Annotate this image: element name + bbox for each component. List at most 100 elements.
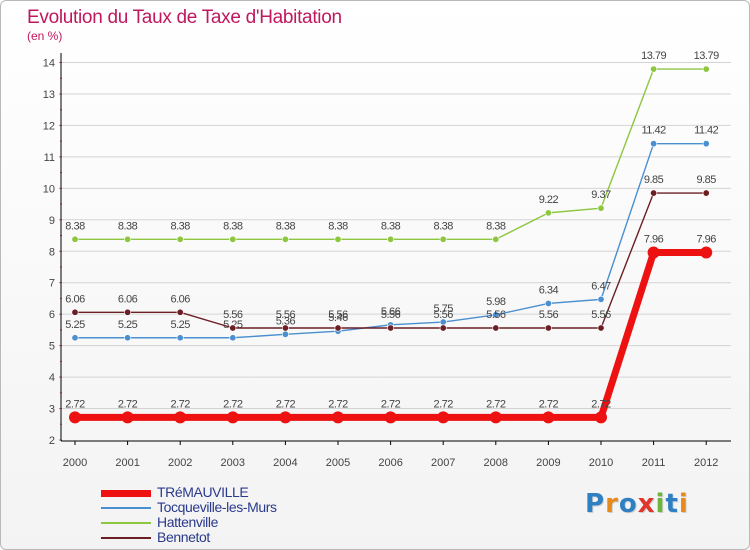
data-label: 11.42 [694,125,719,137]
legend-item: Bennetot [101,530,277,545]
x-tick-label: 2005 [326,457,350,469]
chart-title: Evolution du Taux de Taxe d'Habitation [27,7,342,28]
chart-subtitle: (en %) [27,29,63,43]
legend-swatch [101,489,151,497]
data-label: 2.72 [381,398,401,410]
data-point [281,324,289,332]
x-tick-label: 2010 [589,457,613,469]
data-point [229,334,237,342]
data-label: 8.38 [65,220,85,232]
data-point [597,324,605,332]
data-label: 6.06 [170,293,190,305]
x-tick-label: 2002 [168,457,192,469]
legend-swatch [101,522,151,524]
data-label: 9.37 [591,189,611,201]
data-point [544,209,552,217]
data-point [334,235,342,243]
y-tick-label: 11 [44,152,55,164]
data-point [332,411,344,424]
data-label: 8.38 [276,220,296,232]
data-label: 2.72 [276,398,296,410]
data-label: 6.06 [118,293,138,305]
data-point [71,308,79,316]
data-point [124,334,132,342]
data-point [439,235,447,243]
data-label: 8.38 [486,220,506,232]
data-point [176,334,184,342]
data-label: 5.56 [276,309,296,321]
data-label: 13.79 [694,50,719,62]
data-point [595,411,607,424]
data-label: 7.96 [644,234,664,246]
data-point [702,65,710,73]
data-point [226,411,239,424]
data-label: 8.38 [328,220,348,232]
legend-item: TRéMAUVILLE [101,485,277,500]
data-label: 5.25 [170,319,190,331]
y-tick-label: 9 [49,215,55,227]
data-point [597,295,605,303]
data-point [69,411,81,424]
data-point [702,140,710,148]
data-point [492,235,500,243]
data-point [647,246,660,259]
data-label: 5.56 [328,309,348,321]
data-point [174,411,187,424]
data-point [124,308,132,316]
data-point [229,235,237,243]
data-label: 6.06 [65,293,85,305]
data-point [597,204,605,212]
proxiti-logo: Proxiti [585,489,689,519]
data-point [439,324,447,332]
x-tick-label: 2007 [431,457,455,469]
data-point [384,411,397,424]
data-label: 5.56 [591,309,611,321]
data-label: 5.36 [276,315,296,327]
data-point [176,235,184,243]
data-point [281,330,289,338]
legend-label: Tocqueville-les-Murs [157,499,277,515]
chart-legend: TRéMAUVILLE Tocqueville-les-Murs Hattenvil… [101,485,277,545]
data-label: 2.72 [223,398,243,410]
data-label: 5.25 [118,319,138,331]
data-point [492,324,500,332]
legend-label: Hattenville [157,514,218,530]
data-point [281,235,289,243]
data-point [650,140,658,148]
data-point [544,299,552,307]
logo-letter: t [665,489,679,519]
data-point [489,411,502,424]
data-label: 8.38 [433,220,453,232]
y-tick-label: 3 [49,404,55,416]
data-label: 5.98 [486,296,506,308]
data-point [702,189,710,197]
y-tick-label: 8 [49,246,55,258]
data-label: 5.56 [381,309,401,321]
legend-swatch [101,507,151,509]
legend-item: Hattenville [101,515,277,530]
x-tick-label: 2003 [221,457,245,469]
data-label: 9.22 [539,194,559,206]
y-tick-label: 13 [43,89,55,101]
data-point [542,411,555,424]
data-point [279,411,292,424]
x-tick-label: 2004 [273,457,297,469]
data-label: 5.75 [433,303,453,315]
y-tick-label: 5 [49,341,55,353]
y-tick-label: 2 [49,435,55,447]
data-point [334,324,342,332]
data-point [544,324,552,332]
data-point [124,235,132,243]
y-tick-label: 10 [43,183,55,195]
y-tick-label: 4 [49,372,55,384]
data-label: 8.38 [381,220,401,232]
data-point [71,334,79,342]
data-label: 2.72 [433,398,453,410]
data-label: 11.42 [641,125,666,137]
data-label: 6.34 [539,284,559,296]
data-label: 2.72 [118,398,138,410]
data-label: 5.46 [328,312,348,324]
y-tick-label: 14 [43,58,55,70]
